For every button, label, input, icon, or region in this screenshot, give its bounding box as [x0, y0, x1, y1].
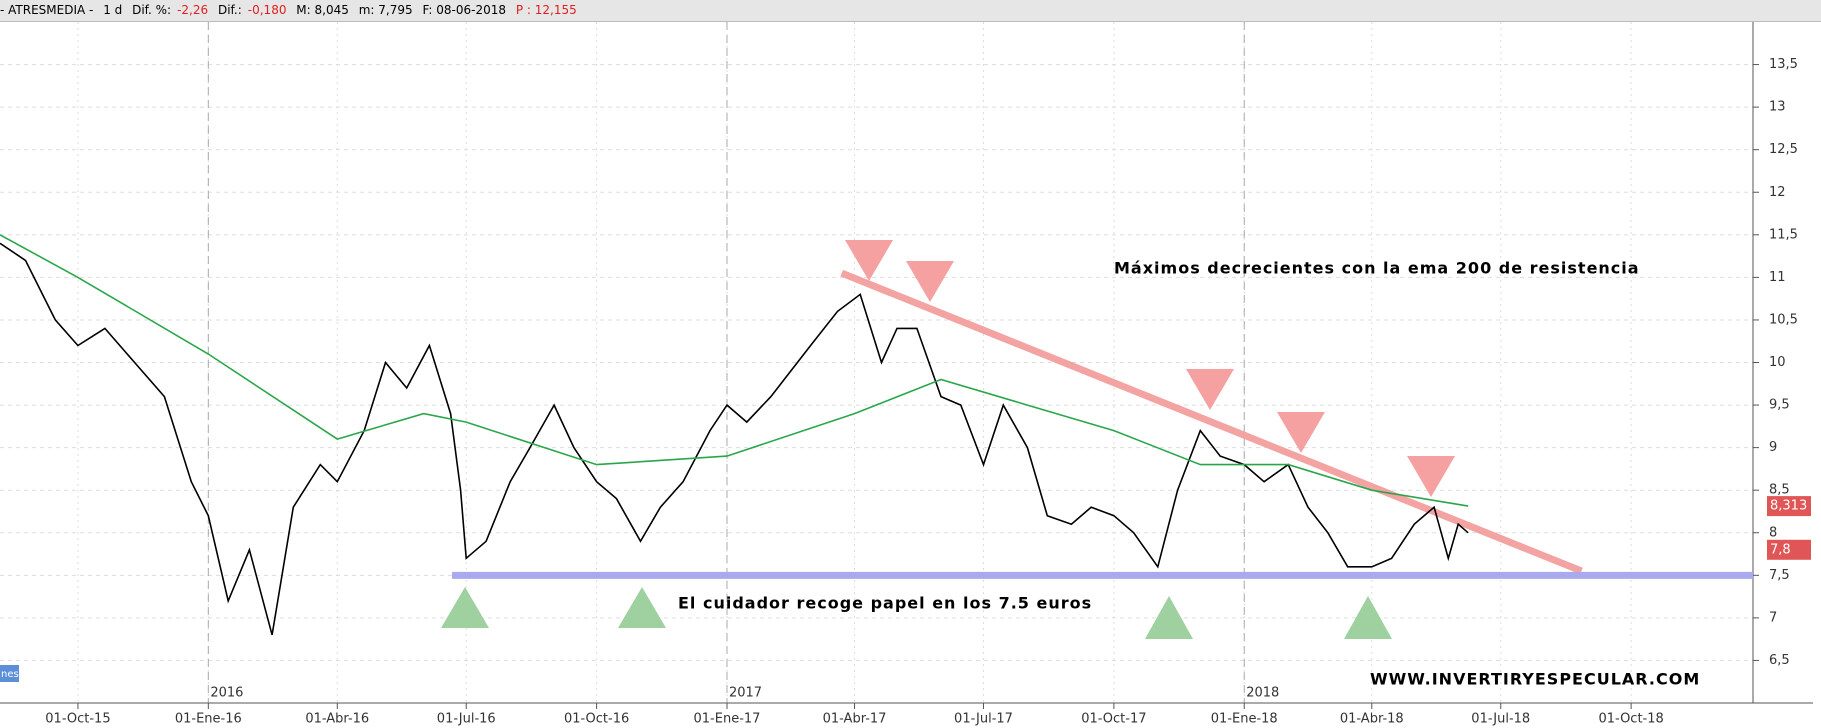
period: 1 d — [103, 3, 123, 17]
annotation: El cuidador recoge papel en los 7.5 euro… — [678, 594, 1092, 613]
y-tick-label: 10 — [1769, 355, 1786, 370]
date: F: 08-06-2018 — [422, 3, 507, 17]
markers — [441, 240, 1455, 639]
y-tick-label: 13 — [1769, 100, 1786, 115]
x-tick-label: 01-Abr-18 — [1340, 712, 1404, 727]
trendline — [840, 269, 1583, 575]
y-tick-label: 11 — [1769, 270, 1786, 285]
x-tick-label: 01-Ene-16 — [175, 712, 242, 727]
y-tick-label: 7,5 — [1769, 568, 1790, 583]
x-tick-label: 01-Oct-16 — [564, 712, 629, 727]
y-tick-label: 12 — [1769, 185, 1786, 200]
value: -2,26 — [177, 3, 209, 17]
x-tick-label: 01-Abr-17 — [823, 712, 887, 727]
value-box — [1767, 539, 1811, 560]
price: P : 12,155 — [515, 3, 577, 17]
price-line — [0, 242, 1469, 636]
y-tick-label: 13,5 — [1769, 57, 1798, 72]
header-bar: - ATRESMEDIA - 1 d Dif. %: -2,26 Dif.: -0,… — [0, 0, 1821, 22]
y-tick-label: 9 — [1769, 440, 1777, 455]
x-tick-label: 01-Oct-18 — [1598, 712, 1663, 727]
y-tick-label: 9,5 — [1769, 398, 1790, 413]
y-tick-label: 10,5 — [1769, 312, 1798, 327]
volume-tag: nes — [1, 669, 19, 680]
x-tick-label: 01-Jul-16 — [437, 712, 496, 727]
year-label: 2017 — [729, 686, 762, 701]
year-label: 2018 — [1246, 686, 1279, 701]
price-line — [0, 234, 1469, 507]
up-triangle — [618, 587, 666, 628]
value-box-label: 8,313 — [1770, 499, 1807, 514]
y-tick-label: 6,5 — [1769, 653, 1790, 668]
y-tick-label: 12,5 — [1769, 142, 1798, 157]
year-label: 2016 — [210, 686, 243, 701]
annotation: Máximos decrecientes con la ema 200 de r… — [1114, 259, 1640, 278]
x-tick-label: 01-Jul-18 — [1471, 712, 1530, 727]
y-tick-label: 8 — [1769, 525, 1777, 540]
symbol: - ATRESMEDIA - — [0, 3, 94, 17]
max: M: 8,045 — [296, 3, 349, 17]
y-tick-label: 7 — [1769, 610, 1777, 625]
x-tick-label: 01-Ene-18 — [1211, 712, 1278, 727]
volume-tag-box — [0, 665, 19, 682]
down-triangle — [906, 261, 954, 302]
value-box-label: 7,8 — [1770, 542, 1791, 557]
x-tick-label: 01-Jul-17 — [954, 712, 1013, 727]
down-triangle — [1277, 412, 1325, 453]
y-tick-label: 11,5 — [1769, 227, 1798, 242]
min: m: 7,795 — [358, 3, 413, 17]
label: Dif.: — [217, 3, 242, 17]
up-triangle — [1145, 596, 1193, 639]
label: Dif. %: — [132, 3, 172, 17]
annotation: WWW.INVERTIRYESPECULAR.COM — [1370, 670, 1700, 689]
x-tick-label: 01-Oct-15 — [45, 712, 110, 727]
x-tick-label: 01-Ene-17 — [694, 712, 761, 727]
plot: 6,5 7 7,5 8 8,5 9 9,5 10 10,5 11 11,5 12 12,5 13 13,5 0… — [0, 22, 1813, 727]
down-triangle — [845, 240, 893, 281]
down-triangle — [1407, 456, 1455, 497]
value-box — [1767, 496, 1811, 517]
x-tick-label: 01-Abr-16 — [305, 712, 369, 727]
down-triangle — [1186, 369, 1234, 410]
up-triangle — [441, 587, 489, 628]
x-tick-label: 01-Oct-17 — [1081, 712, 1146, 727]
value: -0,180 — [247, 3, 287, 17]
up-triangle — [1344, 596, 1392, 639]
y-tick-label: 8,5 — [1769, 483, 1790, 498]
